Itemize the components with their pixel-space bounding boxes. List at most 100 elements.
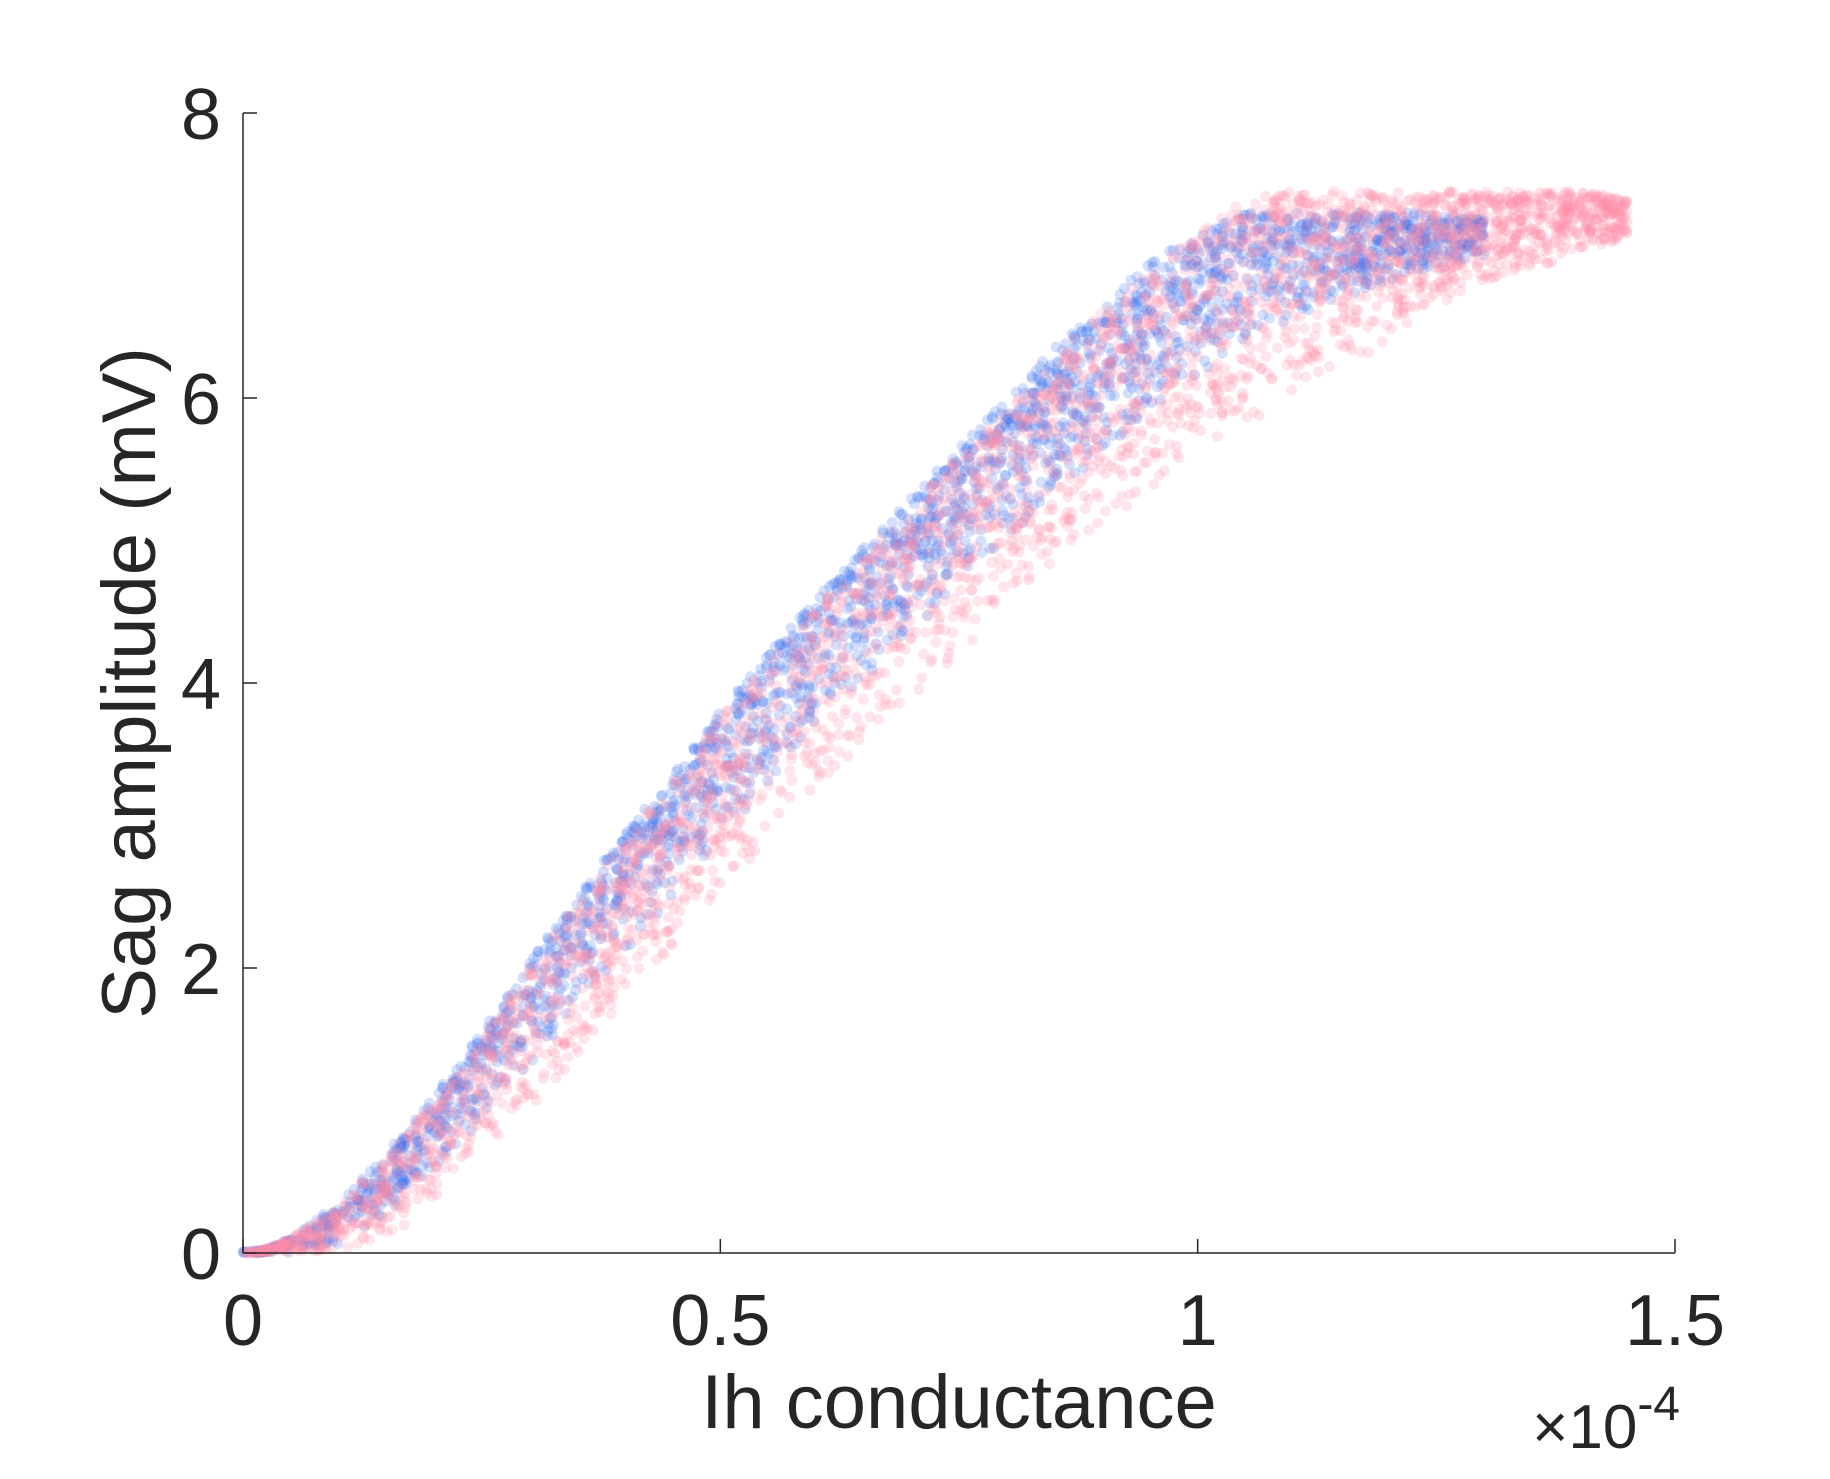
scatter-point [882, 595, 894, 607]
scatter-point [395, 1165, 407, 1177]
scatter-point [1034, 496, 1046, 508]
scatter-point [1466, 237, 1478, 249]
scatter-point [858, 589, 870, 601]
scatter-point [1383, 263, 1394, 275]
scatter-point [344, 1201, 356, 1212]
scatter-point [673, 854, 685, 866]
scatter-point [1428, 223, 1440, 235]
scatter-point [1099, 437, 1111, 449]
scatter-point [1439, 227, 1451, 239]
scatter-point [469, 1107, 481, 1118]
scatter-point [1069, 330, 1081, 342]
scatter-point [639, 803, 651, 815]
scatter-point [542, 1019, 554, 1030]
scatter-point [1281, 240, 1293, 252]
scatter-point [1239, 281, 1251, 293]
scatter-point [1432, 231, 1444, 243]
scatter-point [638, 847, 650, 859]
scatter-point [1359, 282, 1371, 294]
scatter-point [835, 657, 847, 669]
scatter-point [1365, 279, 1377, 291]
scatter-point [877, 524, 889, 536]
scatter-point [467, 1064, 479, 1076]
scatter-point [1349, 263, 1361, 275]
scatter-point [913, 683, 925, 695]
scatter-point [450, 1075, 462, 1087]
scatter-point [1168, 283, 1180, 295]
scatter-point [399, 1133, 411, 1145]
scatter-point [1173, 344, 1185, 355]
scatter-point [1065, 534, 1077, 546]
scatter-point [1181, 278, 1193, 289]
scatter-point [1344, 224, 1356, 235]
scatter-point [1301, 220, 1313, 232]
scatter-point [1345, 231, 1357, 243]
scatter-point [908, 550, 920, 562]
scatter-point [1051, 383, 1063, 395]
scatter-point [1018, 475, 1030, 487]
scatter-point [1300, 225, 1312, 237]
scatter-point [945, 516, 957, 528]
scatter-point [911, 535, 923, 547]
scatter-point [1255, 342, 1267, 354]
scatter-point [580, 881, 592, 893]
scatter-point [950, 457, 962, 469]
scatter-point [901, 610, 913, 622]
scatter-point [1197, 229, 1209, 241]
scatter-point [346, 1214, 358, 1226]
scatter-point [511, 1040, 523, 1052]
scatter-point [759, 820, 771, 832]
scatter-point [1298, 265, 1310, 277]
scatter-point [1030, 398, 1042, 410]
scatter-point [784, 652, 796, 664]
scatter-point [1414, 226, 1426, 238]
scatter-point [1133, 383, 1145, 395]
scatter-point [357, 1196, 369, 1208]
scatter-point [1328, 186, 1340, 198]
scatter-point [273, 1239, 285, 1251]
scatter-point [1356, 216, 1368, 228]
scatter-point [829, 627, 841, 639]
scatter-point [667, 809, 679, 821]
scatter-point [851, 631, 862, 643]
scatter-point [1050, 341, 1062, 353]
scatter-point [261, 1245, 273, 1257]
scatter-point [1191, 304, 1203, 316]
scatter-point [1362, 217, 1374, 229]
scatter-point [1146, 257, 1158, 268]
scatter-point [1314, 263, 1325, 275]
scatter-point [758, 764, 770, 776]
scatter-point [801, 609, 813, 621]
scatter-point [746, 692, 758, 704]
scatter-point [760, 726, 772, 738]
scatter-point [891, 535, 903, 547]
scatter-point [502, 1013, 514, 1025]
scatter-point [1129, 351, 1141, 363]
scatter-point [781, 737, 793, 749]
scatter-point [551, 962, 563, 973]
scatter-point [820, 648, 832, 660]
scatter-point [823, 649, 835, 661]
scatter-point [883, 573, 895, 585]
scatter-point [476, 1082, 488, 1094]
scatter-point [1338, 261, 1349, 273]
scatter-point [793, 652, 805, 664]
scatter-point [752, 677, 764, 689]
scatter-point [413, 1135, 425, 1147]
scatter-point [752, 691, 764, 703]
scatter-point [966, 429, 978, 441]
scatter-point [1077, 334, 1089, 346]
scatter-point [764, 649, 775, 661]
scatter-point [1023, 406, 1034, 418]
scatter-point [1320, 289, 1332, 301]
scatter-point [442, 1086, 454, 1098]
scatter-point [659, 801, 671, 812]
scatter-point [246, 1245, 258, 1257]
scatter-point [773, 709, 785, 721]
scatter-point [641, 834, 653, 846]
scatter-point [1241, 273, 1253, 285]
scatter-point [667, 824, 679, 836]
scatter-point [1004, 493, 1016, 505]
scatter-point [1154, 394, 1166, 406]
